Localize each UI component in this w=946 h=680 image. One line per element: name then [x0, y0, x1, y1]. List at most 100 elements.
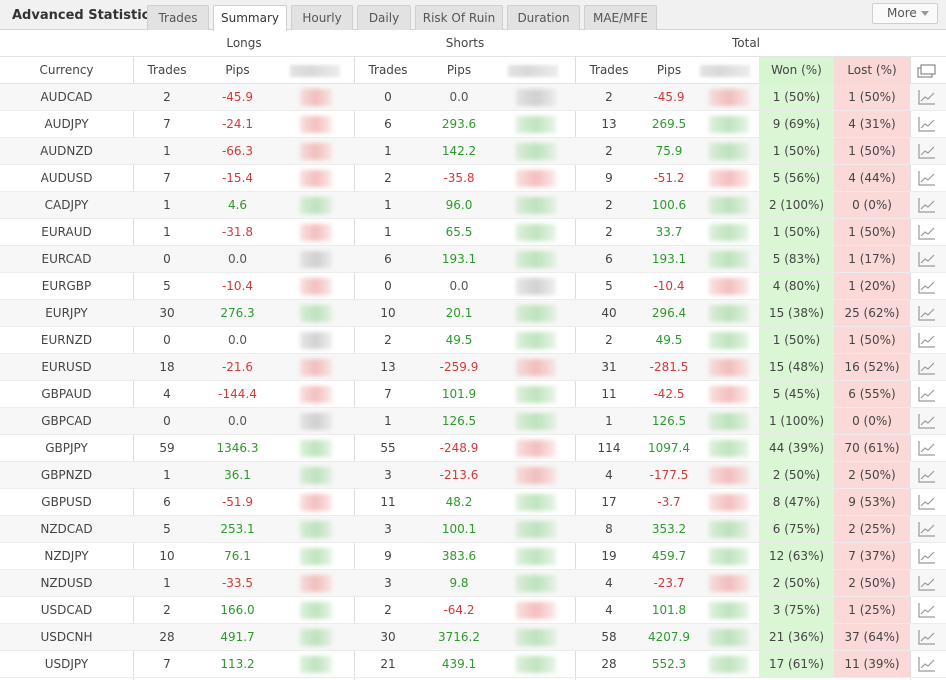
long-trades-cell: 0 — [163, 252, 171, 266]
currency-cell: AUDUSD — [40, 171, 93, 185]
line-chart-icon[interactable] — [918, 251, 936, 267]
col-header-long-trades[interactable]: Trades — [147, 63, 187, 77]
col-header-short-trades[interactable]: Trades — [368, 63, 408, 77]
long-sparkline-blurred — [300, 575, 332, 592]
table-row: USDCAD 2 166.0 2 -64.2 4 101.8 3 (75%) 1 (25%) — [0, 597, 946, 624]
total-trades-cell: 58 — [601, 630, 617, 644]
table-row: EURCAD 0 0.0 6 193.1 6 193.1 5 (83%) 1 (17%) — [0, 246, 946, 273]
table-row: USDJPY 7 113.2 21 439.1 28 552.3 17 (61%) 11 (39… — [0, 651, 946, 678]
col-header-short-blurred — [508, 65, 558, 77]
line-chart-icon[interactable] — [918, 224, 936, 240]
col-header-currency[interactable]: Currency — [39, 63, 94, 77]
total-sparkline-blurred — [709, 521, 749, 538]
short-trades-cell: 2 — [384, 333, 392, 347]
line-chart-icon[interactable] — [918, 440, 936, 456]
tab-mae-mfe[interactable]: MAE/MFE — [584, 5, 657, 30]
total-trades-cell: 4 — [605, 603, 613, 617]
total-sparkline-blurred — [709, 89, 749, 106]
currency-cell: AUDCAD — [40, 90, 93, 104]
total-trades-cell: 9 — [605, 171, 613, 185]
line-chart-icon[interactable] — [918, 629, 936, 645]
long-pips-cell: -15.4 — [221, 171, 254, 185]
long-sparkline-blurred — [300, 386, 332, 403]
short-trades-cell: 3 — [384, 522, 392, 536]
line-chart-icon[interactable] — [918, 656, 936, 672]
total-trades-cell: 5 — [605, 279, 613, 293]
long-pips-cell: -24.1 — [221, 117, 254, 131]
tab-trades[interactable]: Trades — [147, 5, 209, 30]
short-sparkline-blurred — [516, 116, 556, 133]
tab-daily[interactable]: Daily — [357, 5, 411, 30]
more-dropdown-button[interactable]: More — [872, 3, 938, 24]
line-chart-icon[interactable] — [918, 278, 936, 294]
short-pips-cell: -64.2 — [443, 603, 475, 617]
currency-cell: AUDJPY — [44, 117, 89, 131]
total-trades-cell: 17 — [601, 495, 617, 509]
short-sparkline-blurred — [516, 224, 556, 241]
line-chart-icon[interactable] — [918, 386, 936, 402]
won-cell: 17 (61%) — [759, 651, 834, 677]
long-pips-cell: -45.9 — [221, 90, 254, 104]
long-sparkline-blurred — [300, 521, 332, 538]
line-chart-icon[interactable] — [918, 548, 936, 564]
tab-risk-of-ruin[interactable]: Risk Of Ruin — [415, 5, 503, 30]
won-cell: 2 (100%) — [759, 192, 834, 218]
line-chart-icon[interactable] — [918, 143, 936, 159]
total-sparkline-blurred — [709, 413, 749, 430]
short-trades-cell: 3 — [384, 468, 392, 482]
currency-cell: GBPUSD — [41, 495, 92, 509]
line-chart-icon[interactable] — [918, 521, 936, 537]
line-chart-icon[interactable] — [918, 89, 936, 105]
tab-duration[interactable]: Duration — [507, 5, 580, 30]
col-header-lost[interactable]: Lost (%) — [834, 57, 910, 84]
total-trades-cell: 2 — [605, 225, 613, 239]
group-header-total: Total — [731, 36, 761, 50]
line-chart-icon[interactable] — [918, 116, 936, 132]
won-cell: 2 (50%) — [759, 462, 834, 488]
line-chart-icon[interactable] — [918, 197, 936, 213]
line-chart-icon[interactable] — [918, 575, 936, 591]
col-header-total-pips[interactable]: Pips — [656, 63, 682, 77]
long-pips-cell: -33.5 — [221, 576, 254, 590]
currency-cell: EURUSD — [41, 360, 92, 374]
currency-cell: EURJPY — [45, 306, 88, 320]
line-chart-icon[interactable] — [918, 467, 936, 483]
long-sparkline-blurred — [300, 305, 332, 322]
total-trades-cell: 2 — [605, 144, 613, 158]
currency-cell: GBPCAD — [41, 414, 92, 428]
long-trades-cell: 6 — [163, 495, 171, 509]
total-pips-cell: -177.5 — [649, 468, 689, 482]
col-header-short-pips[interactable]: Pips — [446, 63, 472, 77]
line-chart-icon[interactable] — [918, 170, 936, 186]
won-cell: 1 (50%) — [759, 219, 834, 245]
total-pips-cell: 75.9 — [655, 144, 683, 158]
long-pips-cell: -31.8 — [221, 225, 254, 239]
total-trades-cell: 2 — [605, 90, 613, 104]
line-chart-icon[interactable] — [918, 413, 936, 429]
tab-hourly[interactable]: Hourly — [291, 5, 353, 30]
col-header-long-pips[interactable]: Pips — [225, 63, 250, 77]
line-chart-icon[interactable] — [918, 332, 936, 348]
long-pips-cell: 76.1 — [224, 549, 251, 563]
long-trades-cell: 1 — [163, 198, 171, 212]
lost-cell: 9 (53%) — [834, 489, 910, 515]
line-chart-icon[interactable] — [918, 305, 936, 321]
lost-cell: 6 (55%) — [834, 381, 910, 407]
lost-cell: 1 (20%) — [834, 273, 910, 299]
total-pips-cell: 1097.4 — [648, 441, 690, 455]
tab-summary[interactable]: Summary — [213, 5, 287, 31]
table-row: AUDCAD 2 -45.9 0 0.0 2 -45.9 1 (50%) 1 (50%) — [0, 84, 946, 111]
line-chart-icon[interactable] — [918, 494, 936, 510]
line-chart-icon[interactable] — [918, 602, 936, 618]
col-header-won[interactable]: Won (%) — [759, 57, 834, 84]
total-trades-cell: 28 — [601, 657, 617, 671]
total-sparkline-blurred — [709, 359, 749, 376]
total-pips-cell: 552.3 — [651, 657, 687, 671]
total-pips-cell: 126.5 — [651, 414, 687, 428]
currency-cell: USDJPY — [44, 657, 89, 671]
line-chart-icon[interactable] — [918, 359, 936, 375]
short-pips-cell: 193.1 — [441, 252, 477, 266]
copy-stack-icon[interactable] — [917, 64, 937, 78]
total-trades-cell: 8 — [605, 522, 613, 536]
col-header-total-trades[interactable]: Trades — [589, 63, 629, 77]
